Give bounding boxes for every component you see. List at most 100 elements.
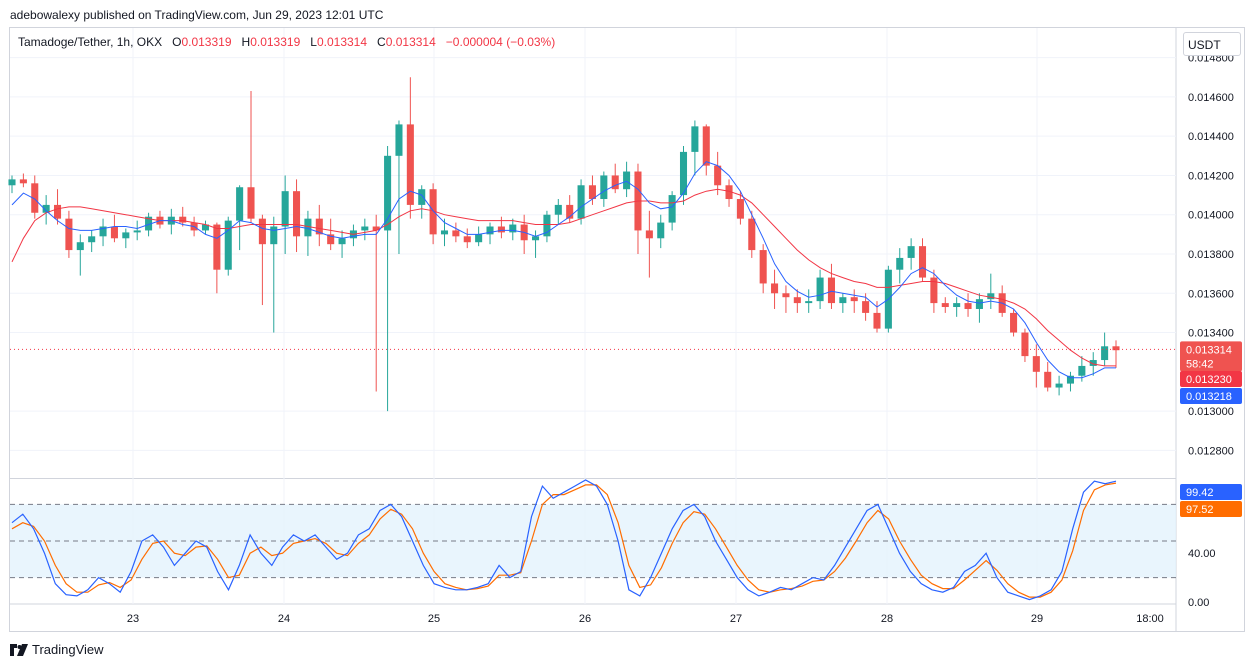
price-badges: 0.013314 58:42 0.013230 0.013218 99.42 97.52	[1180, 341, 1242, 517]
candle-body	[463, 236, 471, 243]
candle-body	[771, 283, 779, 294]
candle-body	[850, 297, 858, 302]
candle-body	[258, 218, 266, 245]
legend-o-label: O	[172, 35, 182, 49]
time-tick-label: 27	[730, 613, 742, 625]
candle-body	[475, 234, 483, 243]
candle-body	[179, 216, 187, 223]
candle-body	[1021, 332, 1029, 357]
legend-c-value: 0.013314	[385, 35, 436, 49]
candle-body	[759, 250, 767, 284]
candle-body	[975, 299, 983, 309]
ma-blue-badge-bg	[1180, 388, 1242, 404]
candle-body	[1089, 360, 1097, 366]
candle-body	[566, 204, 574, 219]
candle-body	[236, 187, 244, 221]
last-price-badge-bg	[1180, 341, 1242, 372]
candle-body	[53, 204, 62, 219]
ma-red-line	[11, 188, 1116, 367]
candle-body	[99, 226, 107, 237]
currency-button[interactable]: USDT	[1183, 32, 1241, 56]
price-tick-label: 0.013800	[1188, 249, 1234, 261]
time-tick-label: 24	[278, 613, 290, 625]
candle-body	[384, 155, 392, 231]
ma-blue-badge-text: 0.013218	[1186, 391, 1232, 403]
candle-body	[532, 236, 540, 241]
candle-body	[31, 183, 39, 213]
candle-body	[827, 277, 835, 304]
candle-body	[793, 297, 801, 304]
candle-body	[338, 238, 346, 245]
candle-body	[452, 230, 460, 237]
candle-body	[1044, 371, 1052, 388]
candle-body	[42, 204, 50, 213]
candle-body	[623, 171, 631, 190]
candle-body	[588, 185, 596, 200]
footer-brand[interactable]: TradingView	[10, 642, 104, 657]
candle-body	[1066, 375, 1075, 384]
candle-body	[805, 301, 813, 304]
candle-body	[816, 277, 824, 302]
time-tick-label: 29	[1031, 613, 1043, 625]
candle-body	[941, 303, 949, 308]
tradingview-logo-icon	[10, 643, 28, 656]
candle-body	[679, 151, 688, 196]
stoch-k-badge-text: 99.42	[1186, 487, 1214, 499]
legend-l-value: 0.013314	[316, 35, 368, 49]
pane-divider	[10, 478, 1176, 479]
candle-body	[930, 277, 938, 304]
candle-body	[315, 218, 323, 235]
stochastic-lines	[11, 479, 1117, 601]
candle-body	[213, 224, 221, 270]
candle-body	[725, 185, 733, 200]
time-tick-label: 28	[881, 613, 893, 625]
candle-body	[486, 226, 494, 235]
candle-body	[327, 234, 335, 245]
stoch-tick-label: 0.00	[1188, 597, 1209, 609]
candle-body	[110, 226, 118, 239]
candle-body	[953, 303, 961, 308]
price-tick-label: 0.014200	[1188, 170, 1234, 182]
candle-body	[304, 218, 312, 237]
candle-body	[293, 191, 301, 237]
footer-brand-label: TradingView	[32, 642, 104, 657]
candle-body	[668, 195, 676, 223]
candle-body	[657, 222, 665, 239]
stoch-d-badge-bg	[1180, 501, 1242, 517]
stoch-band	[10, 503, 1176, 579]
candle-body	[1101, 346, 1109, 361]
candle-body	[1010, 312, 1018, 333]
chart-frame	[9, 27, 1245, 632]
time-tick-label: 25	[428, 613, 440, 625]
candle-body	[88, 236, 96, 243]
last-price-badge-text: 0.013314	[1186, 344, 1232, 356]
candle-body	[964, 303, 972, 309]
legend-symbol: Tamadoge/Tether, 1h, OKX	[18, 35, 163, 49]
candle-body	[224, 220, 232, 270]
price-tick-label: 0.014600	[1188, 92, 1234, 104]
candle-body	[554, 204, 562, 215]
candle-body	[509, 224, 517, 233]
candle-body	[406, 124, 414, 205]
candle-body	[19, 179, 27, 184]
legend-h-value: 0.013319	[250, 35, 301, 49]
moving-averages	[10, 161, 1176, 379]
publisher-line: adebowalexy published on TradingView.com…	[10, 8, 384, 22]
candle-body	[748, 218, 756, 251]
candle-body	[702, 126, 710, 166]
candle-body	[907, 246, 915, 258]
legend-c-label: C	[377, 35, 386, 49]
candle-body	[839, 297, 847, 304]
stoch-band-fill	[10, 504, 1176, 578]
price-tick-label: 0.014400	[1188, 131, 1234, 143]
candle-body	[247, 187, 255, 219]
ohlc-legend: Tamadoge/Tether, 1h, OKX O0.013319 H0.01…	[18, 35, 555, 49]
candles-group	[8, 77, 1120, 412]
price-tick-label: 0.012800	[1188, 445, 1234, 457]
stoch-k-line	[11, 479, 1117, 601]
last-price-badge-text: 58:42	[1186, 358, 1214, 370]
candle-body	[987, 293, 995, 300]
price-tick-label: 0.013000	[1188, 406, 1234, 418]
candle-body	[1055, 383, 1063, 388]
